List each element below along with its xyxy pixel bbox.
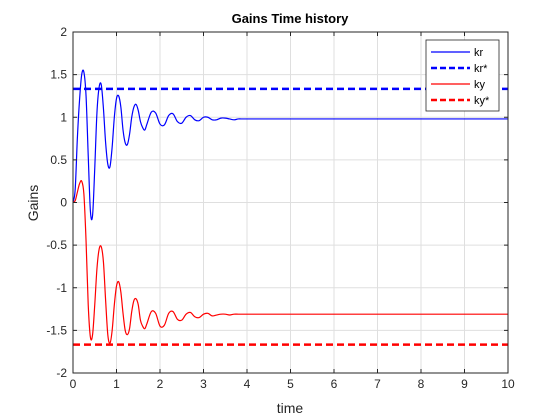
legend-label-kr-star: kr* <box>474 63 488 75</box>
legend: kr kr* ky ky* <box>425 39 500 112</box>
x-tick-label: 9 <box>461 377 468 391</box>
x-tick-label: 6 <box>331 377 338 391</box>
chart-title: Gains Time history <box>232 11 350 26</box>
y-tick-label: 1.5 <box>50 68 67 82</box>
y-tick-label: -0.5 <box>46 238 67 252</box>
x-tick-label: 1 <box>113 377 120 391</box>
x-tick-label: 3 <box>200 377 207 391</box>
x-tick-label: 10 <box>501 377 515 391</box>
series-line-ky <box>72 180 508 344</box>
series-line-kr <box>72 69 508 221</box>
legend-label-ky-star: ky* <box>474 95 490 107</box>
legend-label-ky: ky <box>474 79 486 91</box>
x-tick-label: 8 <box>418 377 425 391</box>
x-tick-label: 2 <box>157 377 164 391</box>
ticks: 0 1 2 3 4 5 6 7 8 9 10 -2 -1.5 -1 -0.5 0 0.5 1 1.5 2 <box>46 25 515 391</box>
y-tick-label: 0.5 <box>50 153 67 167</box>
y-tick-label: -1 <box>56 281 67 295</box>
series-layer <box>72 69 508 346</box>
x-tick-label: 0 <box>70 377 77 391</box>
y-tick-label: -1.5 <box>46 323 67 337</box>
y-tick-label: -2 <box>56 366 67 380</box>
y-axis-label: Gains <box>25 185 41 222</box>
x-tick-label: 5 <box>287 377 294 391</box>
x-axis-label: time <box>277 400 304 416</box>
x-tick-label: 4 <box>244 377 251 391</box>
y-tick-label: 0 <box>60 196 67 210</box>
x-tick-label: 7 <box>374 377 381 391</box>
y-tick-label: 1 <box>60 110 67 124</box>
legend-label-kr: kr <box>474 47 484 59</box>
y-tick-label: 2 <box>60 25 67 39</box>
